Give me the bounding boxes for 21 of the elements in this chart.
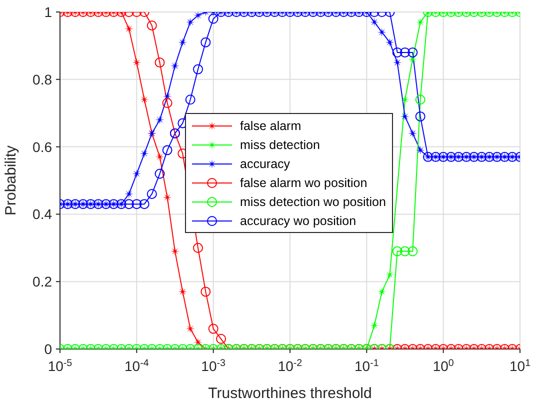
x-tick-label: 10$^{-3}$ xyxy=(201,358,226,374)
y-axis-title: Probability xyxy=(2,144,20,216)
y-tick-label: 0 xyxy=(44,341,52,357)
legend-label: miss detection xyxy=(240,138,320,152)
y-tick-label: 0.6 xyxy=(32,138,52,155)
legend-label: accuracy wo position xyxy=(240,214,356,228)
x-tick-label: 10$^{-5}$ xyxy=(48,358,73,374)
y-tick-label: 0.4 xyxy=(32,206,52,222)
y-tick-label: 0.8 xyxy=(32,71,52,88)
legend-label: miss detection wo position xyxy=(240,194,386,208)
y-tick-label: 0.2 xyxy=(32,274,52,290)
x-tick-label: 10$^{1}$ xyxy=(509,358,531,374)
y-tick-label: 1 xyxy=(44,4,52,20)
legend-label: accuracy xyxy=(240,156,290,170)
x-axis-title: Trustworthines threshold xyxy=(208,385,372,402)
legend-label: false alarm wo position xyxy=(240,176,368,190)
x-tick-label: 10$^{-4}$ xyxy=(124,358,150,374)
x-tick-label: 10$^{-1}$ xyxy=(354,358,379,374)
x-tick-label: 10$^{-2}$ xyxy=(278,358,302,374)
legend-label: false alarm xyxy=(240,118,302,132)
x-tick-label: 10$^{0}$ xyxy=(432,358,454,374)
